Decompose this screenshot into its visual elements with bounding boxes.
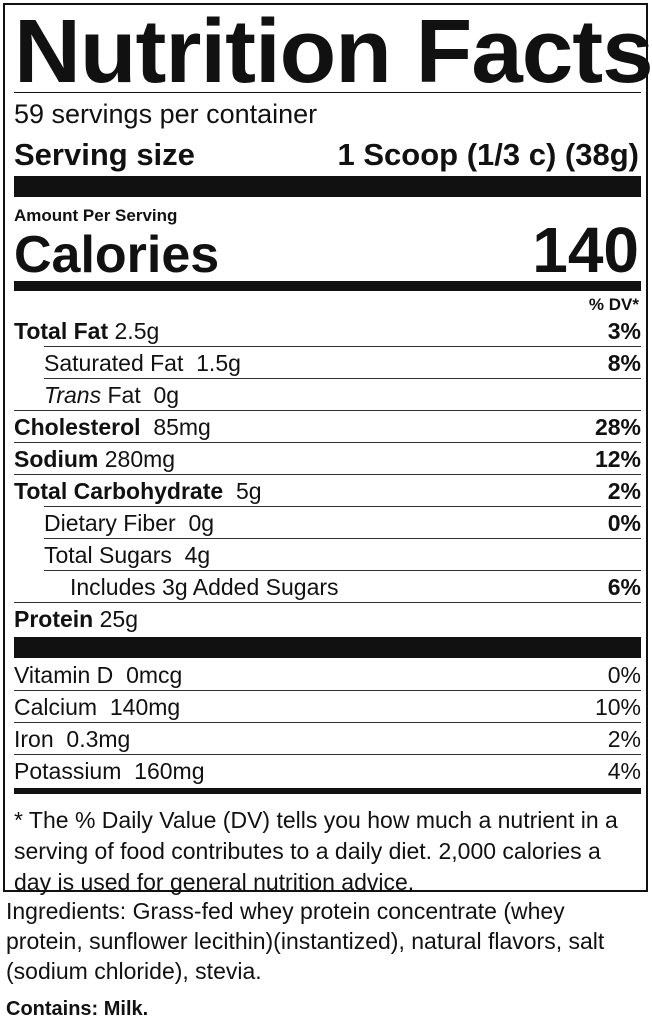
nutrient-amount: 280mg: [104, 446, 176, 472]
amount-per-serving: Amount Per Serving: [14, 206, 178, 225]
vitamin-amount: 140mg: [109, 694, 181, 720]
divider: [14, 92, 641, 93]
vitamin-row: Iron 0.3mg 2%: [14, 723, 641, 755]
row-divider: [44, 378, 641, 379]
vitamin-name: Potassium: [14, 758, 122, 784]
vitamin-row: Vitamin D 0mcg 0%: [14, 659, 641, 691]
row-divider: [14, 722, 641, 723]
nutrition-facts-panel: Nutrition Facts 59 servings per containe…: [3, 2, 652, 895]
serving-size-label: Serving size: [14, 137, 195, 172]
nutrient-name: Total Sugars: [44, 542, 172, 568]
vitamin-dv: 2%: [607, 726, 641, 752]
vitamin-amount: 0.3mg: [66, 726, 131, 752]
nutrient-name: Total Carbohydrate: [14, 478, 224, 504]
nutrient-row: Trans Fat 0g: [14, 379, 641, 411]
nutrient-dv: 6%: [607, 574, 641, 600]
row-divider: [14, 690, 641, 691]
vitamin-name: Iron: [14, 726, 54, 752]
nutrient-name: Sodium: [14, 446, 99, 472]
vitamin-dv: 10%: [594, 694, 641, 720]
row-divider: [14, 602, 641, 603]
vitamin-dv: 4%: [607, 758, 641, 784]
nutrient-dv: 0%: [607, 510, 641, 536]
nutrient-name: Dietary Fiber: [44, 510, 176, 536]
panel-title: Nutrition Facts: [14, 2, 652, 102]
nutrient-row: Total Fat 2.5g 3%: [14, 315, 641, 347]
row-divider: [44, 346, 641, 347]
nutrient-dv: 12%: [594, 446, 641, 472]
row-divider: [44, 506, 641, 507]
dv-header: % DV*: [588, 295, 639, 314]
row-divider: [44, 538, 641, 539]
nutrient-name: Protein: [14, 606, 94, 632]
vitamin-row: Calcium 140mg 10%: [14, 691, 641, 723]
allergen-statement: Contains: Milk.: [6, 998, 149, 1020]
calories-value: 140: [532, 214, 639, 286]
vitamin-amount: 0mcg: [126, 662, 183, 688]
nutrient-name-italic: Trans: [44, 382, 102, 408]
nutrient-name: Total Fat: [14, 318, 109, 344]
calories-label: Calories: [14, 226, 220, 284]
vitamin-row: Potassium 160mg 4%: [14, 755, 641, 787]
nutrient-amount: 5g: [235, 478, 262, 504]
row-divider: [44, 570, 641, 571]
medium-divider: [14, 788, 641, 794]
nutrient-amount: 0g: [153, 382, 180, 408]
nutrient-row: Includes 3g Added Sugars 6%: [14, 571, 641, 603]
nutrient-row: Total Sugars 4g: [14, 539, 641, 571]
nutrient-dv: 8%: [607, 350, 641, 376]
nutrient-row: Sodium 280mg 12%: [14, 443, 641, 475]
nutrient-row: Total Carbohydrate 5g 2%: [14, 475, 641, 507]
nutrient-row: Dietary Fiber 0g 0%: [14, 507, 641, 539]
thick-divider: [14, 637, 641, 658]
nutrient-amount: 2.5g: [114, 318, 160, 344]
thick-divider: [14, 176, 641, 197]
nutrient-name: Saturated Fat: [44, 350, 184, 376]
nutrient-row: Cholesterol 85mg 28%: [14, 411, 641, 443]
nutrient-dv: 2%: [607, 478, 641, 504]
ingredients-text: Ingredients: Grass-fed whey protein conc…: [6, 898, 605, 984]
vitamin-dv: 0%: [607, 662, 641, 688]
nutrient-row: Protein 25g: [14, 603, 641, 635]
nutrient-name: Cholesterol: [14, 414, 141, 440]
nutrient-amount: 85mg: [153, 414, 211, 440]
row-divider: [14, 474, 641, 475]
nutrient-amount: 4g: [184, 542, 211, 568]
dv-footnote: * The % Daily Value (DV) tells you how m…: [14, 807, 618, 895]
nutrient-row: Saturated Fat 1.5g 8%: [14, 347, 641, 379]
row-divider: [14, 442, 641, 443]
medium-divider: [14, 281, 641, 291]
nutrient-amount: 1.5g: [196, 350, 241, 376]
vitamin-amount: 160mg: [134, 758, 205, 784]
vitamin-name: Calcium: [14, 694, 98, 720]
nutrient-amount: 25g: [99, 606, 138, 632]
servings-per-container: 59 servings per container: [14, 99, 318, 129]
nutrient-amount: 0g: [188, 510, 215, 536]
nutrient-dv: 3%: [607, 318, 641, 344]
vitamin-name: Vitamin D: [14, 662, 114, 688]
nutrient-dv: 28%: [594, 414, 641, 440]
row-divider: [14, 754, 641, 755]
serving-size-value: 1 Scoop (1/3 c) (38g): [337, 137, 639, 172]
nutrient-name: Fat: [107, 382, 141, 408]
nutrient-name: Includes 3g Added Sugars: [70, 574, 339, 600]
row-divider: [14, 410, 641, 411]
